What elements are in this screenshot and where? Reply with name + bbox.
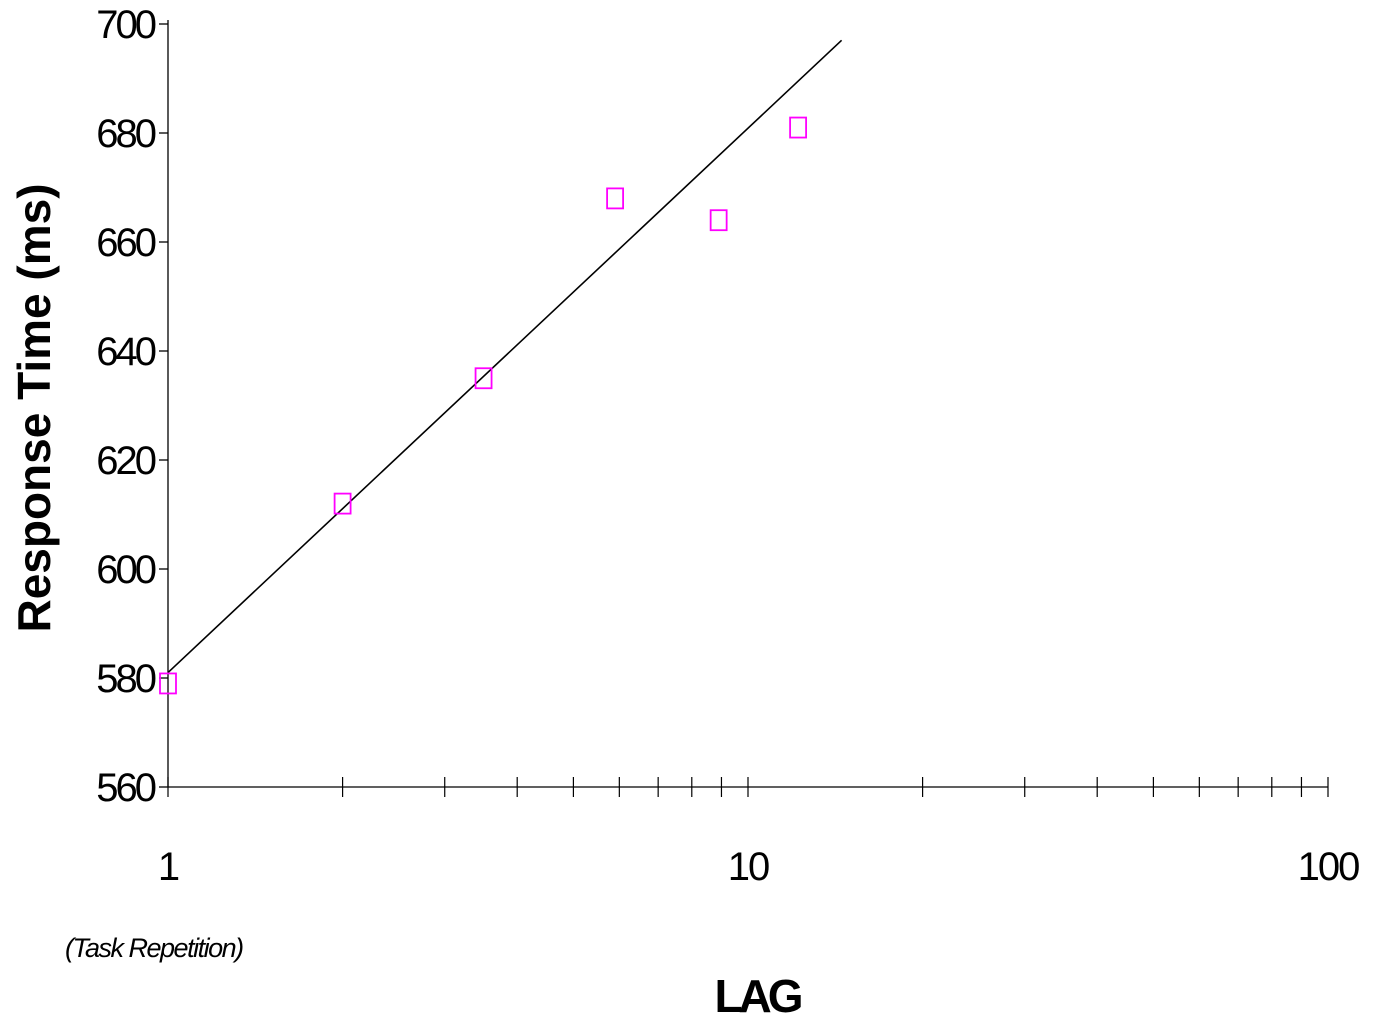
x-axis-label: LAG: [714, 970, 800, 1021]
axes: [167, 20, 1328, 788]
y-tick-label-680: 680: [96, 112, 155, 156]
trend-line: [167, 39, 843, 674]
y-tick-label-580: 580: [96, 657, 155, 701]
y-tick-label-600: 600: [96, 548, 155, 592]
data-point-5: [709, 209, 728, 232]
y-tick-label-700: 700: [96, 3, 155, 47]
y-tick-label-660: 660: [96, 221, 155, 265]
data-point-4: [606, 187, 624, 210]
x-tick-label-10: 10: [728, 845, 769, 889]
y-axis-label: Response Time (ms): [8, 183, 60, 632]
x-tick-label-100: 100: [1298, 845, 1359, 889]
x-axis-note: (Task Repetition): [65, 933, 243, 963]
data-point-1: [159, 672, 177, 695]
trend-line-group: [167, 39, 843, 674]
data-point-6: [789, 116, 807, 139]
y-axis-ticks: 560 580 600 620 640 660 680 700: [96, 3, 168, 810]
data-points: [159, 116, 807, 695]
data-point-2: [333, 492, 352, 515]
y-tick-label-560: 560: [96, 766, 155, 810]
x-tick-label-1: 1: [158, 845, 179, 889]
x-axis-ticks: 1 10 100: [158, 777, 1361, 889]
data-point-3: [474, 367, 493, 390]
y-tick-label-640: 640: [96, 330, 155, 374]
y-tick-label-620: 620: [96, 439, 155, 483]
